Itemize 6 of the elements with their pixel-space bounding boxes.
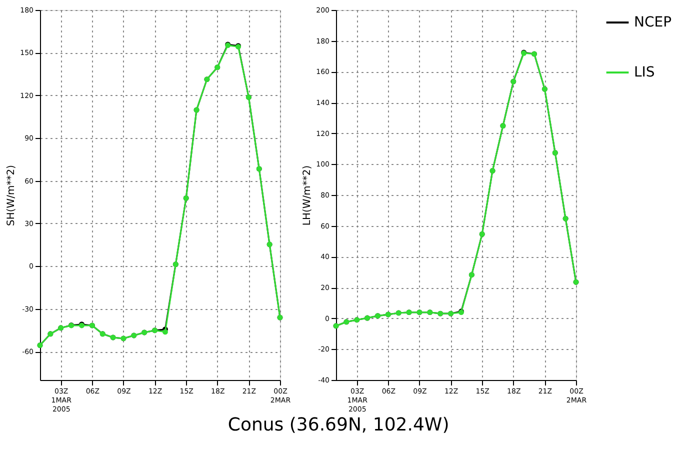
legend-label: LIS [634,64,655,80]
legend-label: NCEP [634,14,672,30]
point [162,329,168,335]
text: Conus (36.69N, 102.4W) [228,414,450,436]
y-axis-title: LH(W/m**2) [302,165,314,226]
y-axis-title: SH(W/m**2) [6,164,18,226]
